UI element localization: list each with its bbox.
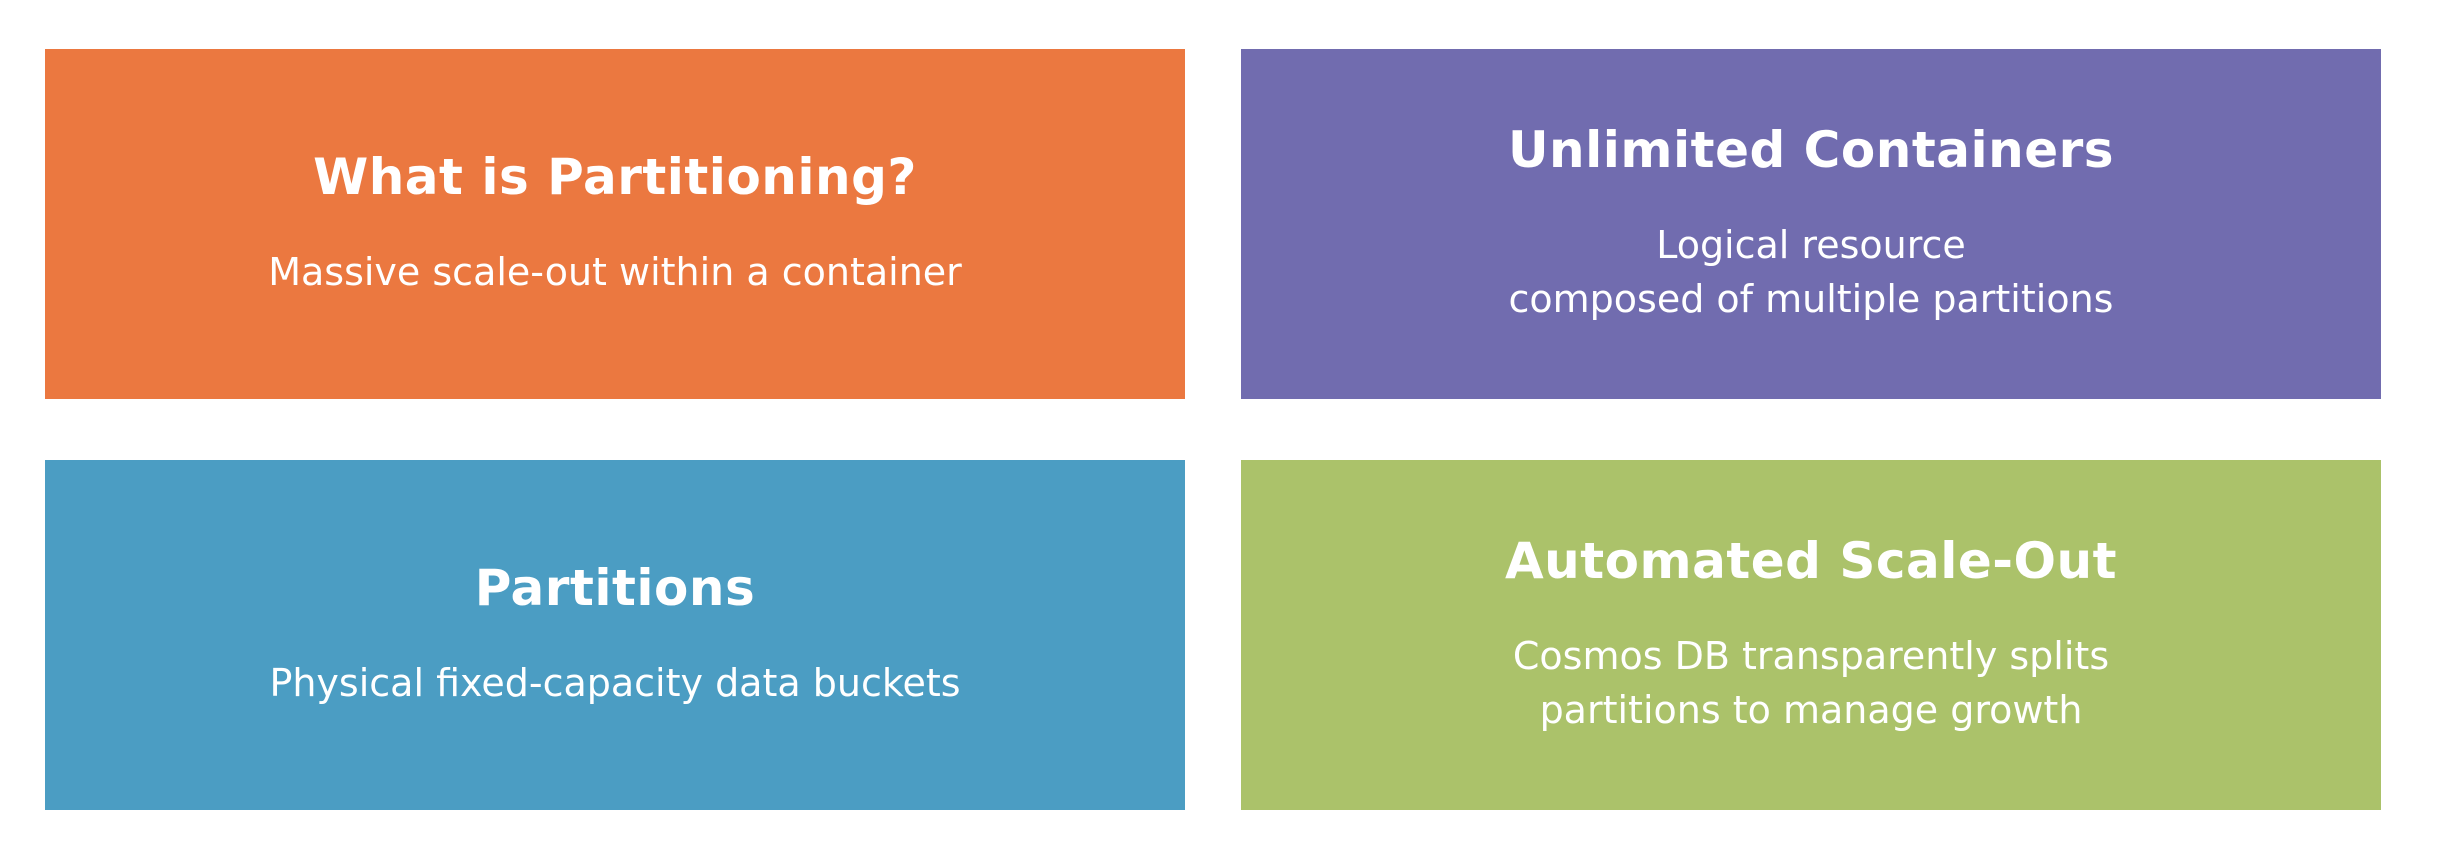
card-partitions: Partitions Physical fixed-capacity data … [45, 460, 1185, 810]
card-description-line: Logical resource [1656, 222, 1966, 267]
card-description-line: Cosmos DB transparently splits [1512, 633, 2110, 678]
card-title: Automated Scale-Out [1504, 531, 2118, 590]
card-description: Cosmos DB transparently splits partition… [1513, 629, 2109, 737]
card-unlimited-containers: Unlimited Containers Logical resource co… [1241, 49, 2381, 399]
card-description-line: composed of multiple partitions [1508, 276, 2114, 321]
card-description-line: Massive scale-out within a container [268, 249, 962, 294]
card-title: Unlimited Containers [1507, 120, 2115, 179]
card-description-line: Physical fixed-capacity data buckets [269, 660, 961, 705]
card-description-line: partitions to manage growth [1539, 687, 2083, 732]
card-automated-scale-out: Automated Scale-Out Cosmos DB transparen… [1241, 460, 2381, 810]
card-description: Massive scale-out within a container [268, 245, 962, 299]
card-description: Physical fixed-capacity data buckets [269, 656, 960, 710]
card-title: Partitions [474, 558, 756, 617]
card-description: Logical resource composed of multiple pa… [1509, 218, 2114, 326]
card-title: What is Partitioning? [313, 147, 917, 206]
card-what-is-partitioning: What is Partitioning? Massive scale-out … [45, 49, 1185, 399]
